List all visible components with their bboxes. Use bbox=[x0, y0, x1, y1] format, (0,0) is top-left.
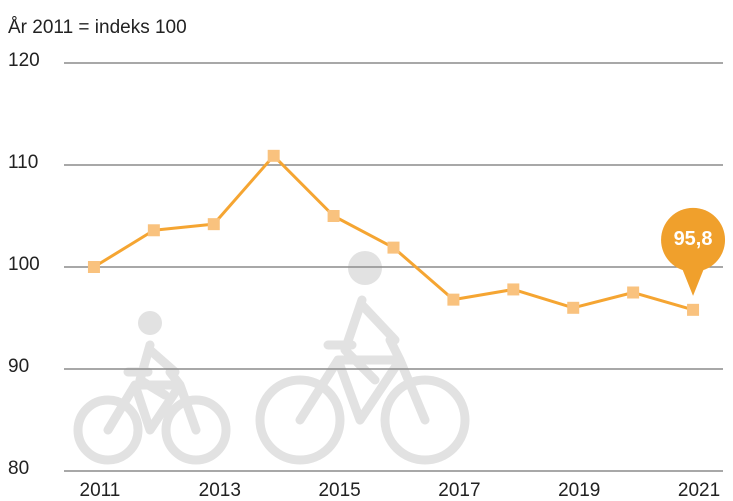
data-line bbox=[93, 154, 694, 312]
x-tick-label: 2017 bbox=[438, 480, 480, 501]
data-point bbox=[267, 149, 280, 162]
x-tick-label: 2011 bbox=[80, 480, 121, 501]
y-tick-label: 120 bbox=[8, 50, 40, 71]
y-axis-label: År 2011 = indeks 100 bbox=[8, 17, 187, 38]
callout-pointer bbox=[681, 265, 706, 296]
data-point bbox=[387, 241, 400, 254]
y-tick-label: 100 bbox=[8, 254, 40, 275]
data-point bbox=[327, 210, 340, 222]
x-tick-label: 2021 bbox=[678, 480, 720, 501]
data-point bbox=[207, 218, 220, 231]
callout-label: 95,8 bbox=[674, 228, 713, 250]
x-tick-label: 2013 bbox=[199, 480, 241, 501]
y-tick-label: 80 bbox=[8, 458, 29, 479]
y-tick-label: 110 bbox=[8, 152, 38, 173]
data-point bbox=[687, 303, 700, 316]
x-tick-label: 2015 bbox=[318, 480, 360, 501]
cyclist-illustration bbox=[73, 251, 470, 465]
data-point bbox=[87, 261, 100, 273]
data-point bbox=[507, 283, 520, 296]
data-point bbox=[447, 293, 460, 306]
data-point bbox=[567, 301, 580, 314]
y-tick-label: 90 bbox=[8, 356, 29, 377]
callout-bubble bbox=[661, 207, 726, 272]
x-tick-label: 2019 bbox=[558, 480, 600, 501]
data-point bbox=[627, 286, 640, 299]
data-point bbox=[147, 224, 160, 237]
